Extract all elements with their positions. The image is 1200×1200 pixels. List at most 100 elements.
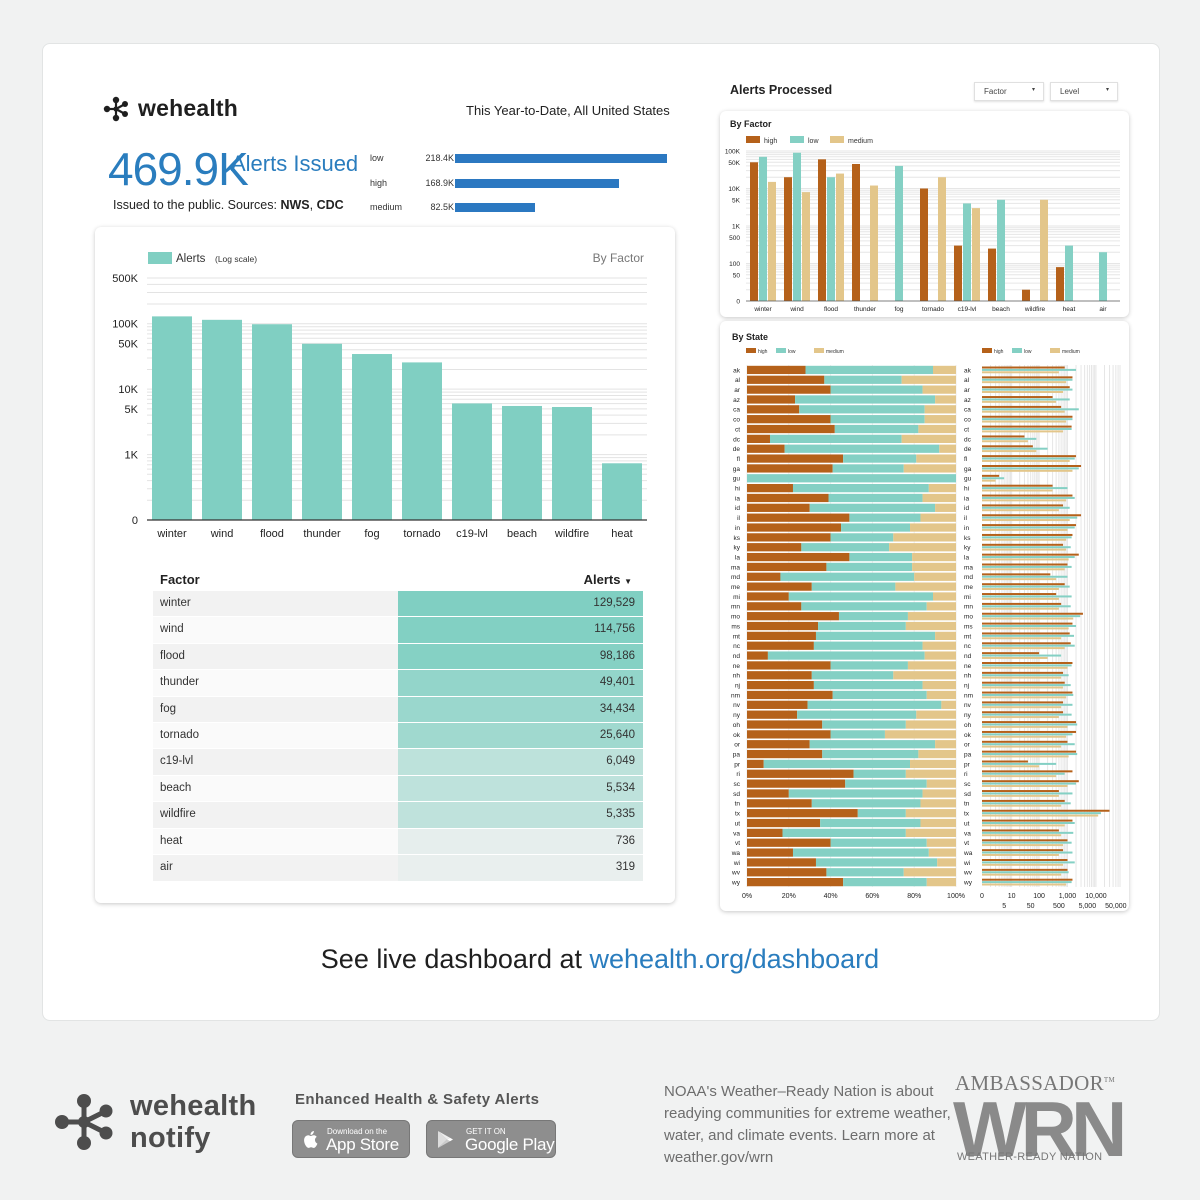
bar-id-medium[interactable] bbox=[935, 503, 956, 512]
bar-ca-medium[interactable] bbox=[924, 405, 956, 414]
bar-nd-medium[interactable] bbox=[924, 651, 956, 660]
bar-ky-high-count[interactable] bbox=[982, 543, 1064, 546]
bar-fl-high[interactable] bbox=[747, 454, 844, 463]
bar-gu-medium-count[interactable] bbox=[982, 479, 996, 482]
bar-vt-high-count[interactable] bbox=[982, 839, 1068, 842]
bar-il-high-count[interactable] bbox=[982, 514, 1082, 517]
bar-nm-high-count[interactable] bbox=[982, 691, 1073, 694]
bar-ia-high[interactable] bbox=[747, 493, 829, 503]
bar-me-low[interactable] bbox=[811, 582, 896, 591]
bar-nm-high[interactable] bbox=[747, 690, 833, 700]
bar-hi-medium-count[interactable] bbox=[982, 489, 1053, 492]
bar-sc-medium-count[interactable] bbox=[982, 785, 1068, 787]
table-row[interactable]: c19-lvl 6,049 bbox=[153, 748, 643, 776]
bar-dc-high-count[interactable] bbox=[982, 435, 1025, 438]
bar-nm-medium[interactable] bbox=[926, 690, 956, 700]
bar-wa-high[interactable] bbox=[747, 848, 793, 857]
bar-ca-high[interactable] bbox=[747, 405, 800, 414]
bar-oh-medium-count[interactable] bbox=[982, 725, 1068, 728]
bar-ok-high-count[interactable] bbox=[982, 730, 1077, 733]
bar-nj-high[interactable] bbox=[747, 681, 814, 690]
bar-or-low[interactable] bbox=[809, 740, 936, 749]
bar-winter-high[interactable] bbox=[750, 162, 758, 301]
bar-wy-low[interactable] bbox=[843, 878, 927, 887]
bar-tn-medium[interactable] bbox=[920, 799, 956, 808]
bar-nc-high-count[interactable] bbox=[982, 642, 1071, 645]
bar-tn-low-count[interactable] bbox=[982, 802, 1071, 805]
bar-or-high-count[interactable] bbox=[982, 740, 1068, 743]
bar-mt-medium-count[interactable] bbox=[982, 637, 1062, 640]
bar-oh-medium[interactable] bbox=[905, 720, 956, 729]
bar-wi-medium[interactable] bbox=[937, 858, 956, 867]
table-row[interactable]: winter 129,529 bbox=[153, 590, 643, 617]
bar-ne-medium[interactable] bbox=[907, 661, 956, 670]
bar-nh-medium[interactable] bbox=[893, 671, 956, 680]
bar-ny-medium[interactable] bbox=[916, 710, 956, 719]
bar-ar-high[interactable] bbox=[747, 385, 831, 394]
bar-sd-low[interactable] bbox=[788, 789, 923, 798]
bar-ak-low[interactable] bbox=[805, 365, 934, 375]
bar-thunder-medium[interactable] bbox=[870, 185, 878, 301]
bar-oh-high-count[interactable] bbox=[982, 721, 1077, 724]
bar-ga-high[interactable] bbox=[747, 464, 833, 473]
bar-tn-medium-count[interactable] bbox=[982, 804, 1062, 807]
bar-ks-high-count[interactable] bbox=[982, 533, 1073, 536]
bar-la-medium-count[interactable] bbox=[982, 558, 1069, 561]
table-row[interactable]: wildfire 5,335 bbox=[153, 801, 643, 829]
bar-ny-low-count[interactable] bbox=[982, 713, 1072, 716]
table-row[interactable]: wind 114,756 bbox=[153, 616, 643, 644]
bar-nv-high-count[interactable] bbox=[982, 701, 1064, 704]
bar-mt-high[interactable] bbox=[747, 631, 816, 640]
bar-mt-medium[interactable] bbox=[935, 631, 956, 640]
bar-co-low[interactable] bbox=[830, 415, 925, 424]
bar-ct-low[interactable] bbox=[834, 424, 919, 434]
bar-ne-low[interactable] bbox=[830, 661, 908, 670]
bar-mn-medium[interactable] bbox=[926, 602, 956, 611]
level-dropdown[interactable]: Level ▾ bbox=[1050, 82, 1118, 101]
bar-wildfire-high[interactable] bbox=[1022, 289, 1030, 301]
bar-wv-low-count[interactable] bbox=[982, 871, 1069, 874]
bar-ri-high-count[interactable] bbox=[982, 770, 1073, 773]
bar-co-low-count[interactable] bbox=[982, 418, 1073, 421]
bar-md-low-count[interactable] bbox=[982, 575, 1068, 578]
bar-nv-high[interactable] bbox=[747, 700, 808, 709]
column-factor[interactable]: Factor bbox=[160, 572, 200, 587]
bar-ma-medium-count[interactable] bbox=[982, 568, 1065, 571]
bar-ca-low[interactable] bbox=[799, 405, 925, 414]
bar-mt-low-count[interactable] bbox=[982, 634, 1075, 637]
bar-ga-high-count[interactable] bbox=[982, 465, 1082, 467]
bar-oh-high[interactable] bbox=[747, 720, 823, 729]
app-store-button[interactable]: Download on the App Store bbox=[292, 1120, 410, 1158]
bar-ma-high[interactable] bbox=[747, 562, 827, 572]
bar-wa-medium[interactable] bbox=[928, 848, 956, 857]
bar-air-low[interactable] bbox=[1099, 252, 1107, 301]
table-row[interactable]: fog 34,434 bbox=[153, 695, 643, 723]
bar-nm-low-count[interactable] bbox=[982, 693, 1074, 696]
bar-ri-low-count[interactable] bbox=[982, 772, 1065, 775]
bar-tn-high[interactable] bbox=[747, 799, 812, 808]
bar-flood[interactable] bbox=[252, 324, 292, 520]
bar-ks-low[interactable] bbox=[830, 533, 894, 542]
bar-heat-high[interactable] bbox=[1056, 267, 1064, 301]
bar-dc-low-count[interactable] bbox=[982, 437, 1037, 440]
table-row[interactable]: thunder 49,401 bbox=[153, 669, 643, 697]
bar-thunder[interactable] bbox=[302, 343, 342, 520]
bar-mo-medium[interactable] bbox=[907, 612, 956, 621]
bar-nj-medium[interactable] bbox=[922, 681, 956, 690]
bar-ct-medium[interactable] bbox=[918, 424, 956, 434]
bar-ri-medium-count[interactable] bbox=[982, 775, 1057, 778]
bar-mn-low[interactable] bbox=[801, 602, 927, 611]
bar-mn-high-count[interactable] bbox=[982, 602, 1062, 605]
bar-al-high-count[interactable] bbox=[982, 376, 1073, 379]
bar-il-medium-count[interactable] bbox=[982, 519, 1070, 522]
bar-ut-low-count[interactable] bbox=[982, 822, 1075, 824]
bar-ma-low[interactable] bbox=[826, 562, 913, 572]
bar-mi-medium-count[interactable] bbox=[982, 597, 1059, 600]
bar-me-medium-count[interactable] bbox=[982, 588, 1059, 590]
bar-ak-high[interactable] bbox=[747, 365, 806, 375]
bar-mo-high-count[interactable] bbox=[982, 612, 1083, 615]
bar-al-low-count[interactable] bbox=[982, 378, 1073, 381]
bar-wa-low[interactable] bbox=[792, 848, 929, 857]
bar-tx-medium[interactable] bbox=[905, 809, 956, 818]
bar-mo-medium-count[interactable] bbox=[982, 617, 1074, 620]
